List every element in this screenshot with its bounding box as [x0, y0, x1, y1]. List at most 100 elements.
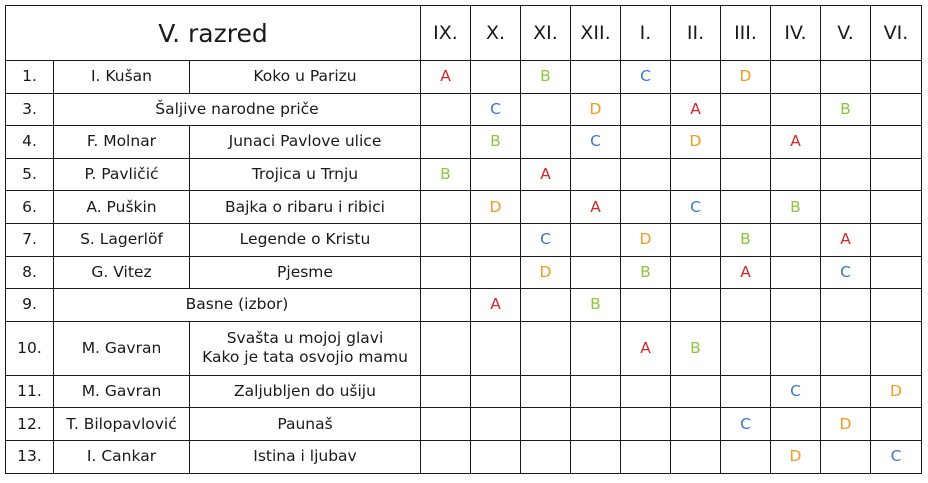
grade-cell: A — [820, 222, 871, 257]
grade-cell — [770, 157, 821, 192]
grade-cell — [520, 288, 571, 322]
table-row: 1. I. Kušan Koko u Parizu A B C D — [5, 60, 922, 94]
book-title-cell: Zaljubljen do ušiju — [189, 374, 421, 409]
author-cell: I. Cankar — [53, 439, 190, 474]
book-title: Paunaš — [277, 414, 333, 433]
table-row: 9. Basne (izbor) A B — [5, 288, 922, 322]
month-header: VI. — [870, 5, 922, 61]
book-title: Zaljubljen do ušiju — [234, 382, 376, 401]
grade-cell — [820, 157, 871, 192]
grade-cell: B — [670, 320, 721, 376]
grade-cell: C — [620, 60, 671, 94]
grade-cell — [420, 288, 471, 322]
author-cell: M. Gavran — [53, 374, 190, 409]
grade-cell: C — [470, 92, 521, 127]
grade-cell — [620, 157, 671, 192]
grade-cell — [520, 320, 571, 376]
grade-cell — [420, 439, 471, 474]
grade-cell — [870, 60, 922, 94]
grade-cell — [770, 407, 821, 441]
grade-cell — [720, 190, 771, 224]
table-title: V. razred — [5, 5, 421, 61]
grade-cell — [420, 222, 471, 257]
grade-cell: D — [820, 407, 871, 441]
grade-cell: B — [420, 157, 471, 192]
book-title-cell: Legende o Kristu — [189, 222, 421, 257]
author-cell: G. Vitez — [53, 255, 190, 290]
grade-cell — [470, 60, 521, 94]
grade-cell: C — [670, 190, 721, 224]
table-row: 3. Šaljive narodne priče C D A B — [5, 92, 922, 127]
book-title-cell: Pjesme — [189, 255, 421, 290]
month-header: XI. — [520, 5, 571, 61]
table-row: 8. G. Vitez Pjesme D B A C — [5, 255, 922, 290]
grade-cell: C — [770, 374, 821, 409]
grade-cell — [570, 222, 621, 257]
grade-cell — [470, 374, 521, 409]
grade-cell — [420, 190, 471, 224]
grade-cell: A — [770, 125, 821, 159]
grade-cell — [870, 157, 922, 192]
grade-cell — [820, 60, 871, 94]
author-cell: M. Gavran — [53, 320, 190, 376]
grade-cell — [470, 320, 521, 376]
row-number: 7. — [5, 222, 54, 257]
grade-cell — [870, 125, 922, 159]
grade-cell — [620, 92, 671, 127]
grade-cell — [570, 374, 621, 409]
grade-cell: A — [570, 190, 621, 224]
grade-cell — [870, 190, 922, 224]
table-row: 5. P. Pavličić Trojica u Trnju B A — [5, 157, 922, 192]
month-header: XII. — [570, 5, 621, 61]
grade-cell: D — [670, 125, 721, 159]
grade-cell: D — [770, 439, 821, 474]
grade-cell — [670, 222, 721, 257]
author-cell: S. Lagerlöf — [53, 222, 190, 257]
row-number: 1. — [5, 60, 54, 94]
grade-cell: D — [470, 190, 521, 224]
table-row: 4. F. Molnar Junaci Pavlove ulice B C D A — [5, 125, 922, 159]
author-cell: I. Kušan — [53, 60, 190, 94]
book-title: Bajka o ribaru i ribici — [224, 197, 385, 216]
grade-cell: A — [620, 320, 671, 376]
grade-cell — [470, 439, 521, 474]
row-number: 4. — [5, 125, 54, 159]
grade-cell — [820, 374, 871, 409]
book-title: Trojica u Trnju — [251, 165, 359, 184]
grade-cell — [470, 407, 521, 441]
grade-cell — [570, 407, 621, 441]
grade-cell — [420, 92, 471, 127]
row-number: 10. — [5, 320, 54, 376]
month-header: I. — [620, 5, 671, 61]
grade-cell: C — [570, 125, 621, 159]
header-row: V. razred IX. X. XI. XII. I. II. III. IV… — [5, 5, 922, 61]
grade-cell — [820, 288, 871, 322]
book-title-cell: Svašta u mojoj glavi Kako je tata osvojio… — [189, 320, 421, 376]
grade-cell — [870, 255, 922, 290]
book-title: Pjesme — [277, 262, 333, 281]
author-cell: A. Puškin — [53, 190, 190, 224]
grade-cell — [620, 374, 671, 409]
grade-cell — [420, 407, 471, 441]
grade-cell — [570, 439, 621, 474]
grade-cell — [520, 125, 571, 159]
grade-cell — [420, 125, 471, 159]
book-title: Koko u Parizu — [253, 67, 357, 86]
grade-cell — [420, 374, 471, 409]
book-title-cell: Junaci Pavlove ulice — [189, 125, 421, 159]
month-header: IV. — [770, 5, 821, 61]
month-header: V. — [820, 5, 871, 61]
row-number: 9. — [5, 288, 54, 322]
grade-cell — [670, 157, 721, 192]
month-header: IX. — [420, 5, 471, 61]
month-header: II. — [670, 5, 721, 61]
book-title: Istina i ljubav — [253, 447, 357, 466]
grade-cell — [570, 157, 621, 192]
grade-cell — [770, 92, 821, 127]
author-cell: T. Bilopavlović — [53, 407, 190, 441]
grade-cell — [570, 60, 621, 94]
grade-cell — [620, 125, 671, 159]
row-number: 12. — [5, 407, 54, 441]
grade-cell — [520, 439, 571, 474]
grade-cell: C — [720, 407, 771, 441]
